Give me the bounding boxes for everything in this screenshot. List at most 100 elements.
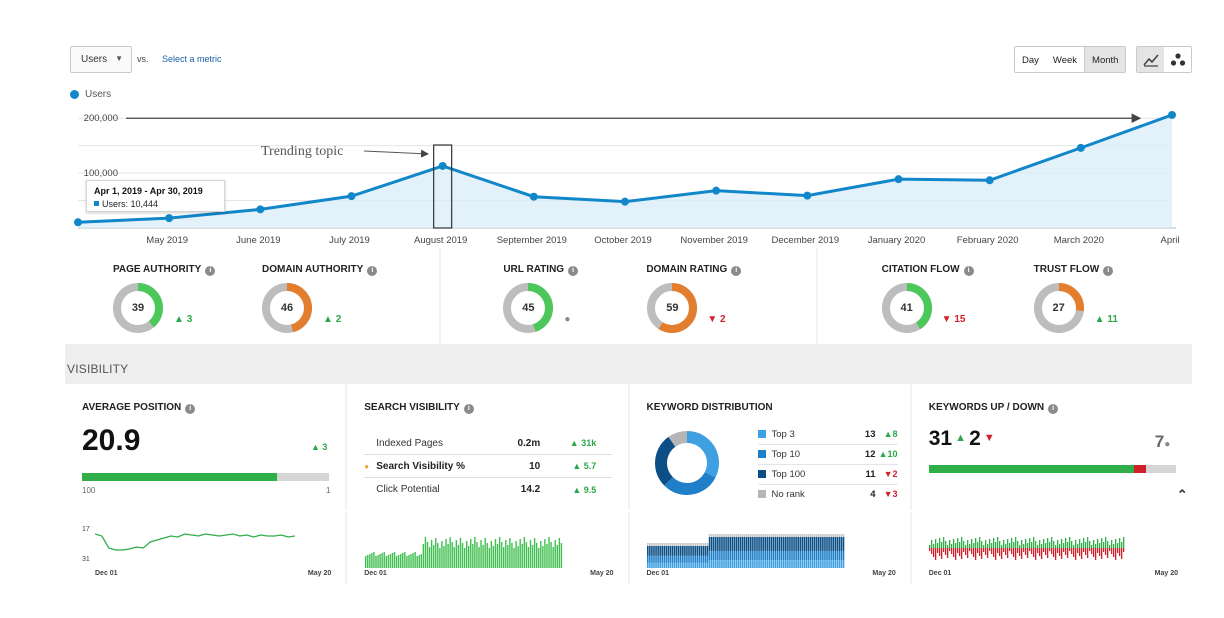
- line-chart-button[interactable]: [1137, 47, 1164, 72]
- sparkline-bar: [1038, 540, 1041, 548]
- data-point[interactable]: [347, 192, 356, 201]
- metric-panel-majestic: CITATION FLOW i 41 ▼ 15 TRUST FLOW i 27 ▲ …: [817, 248, 1192, 344]
- select-metric-link[interactable]: Select a metric: [162, 54, 222, 64]
- swatch-icon: [757, 470, 766, 478]
- sparkline-bar: [1088, 541, 1091, 548]
- sparkline-bar: [460, 538, 462, 568]
- sparkline-bar: [1038, 548, 1041, 556]
- sparkline-bar: [466, 541, 468, 568]
- sparkline-bar: [778, 550, 780, 561]
- sparkline-bar: [726, 560, 729, 568]
- sparkline-bar: [790, 537, 793, 551]
- info-icon[interactable]: i: [367, 266, 378, 276]
- sparkline-bar: [1120, 542, 1123, 548]
- sparkline-bar: [774, 534, 776, 537]
- period-week-button[interactable]: Week: [1045, 47, 1085, 72]
- sparkline-bar: [554, 540, 557, 568]
- sparkline-bar: [792, 550, 795, 561]
- chevron-up-icon[interactable]: ⌃: [1176, 487, 1188, 502]
- arrow-up-icon: ▲: [952, 432, 970, 444]
- sparkline-bar: [1052, 548, 1055, 557]
- sparkline-bar: [646, 562, 649, 568]
- data-point[interactable]: [985, 176, 994, 185]
- sparkline-bar: [819, 560, 822, 568]
- info-icon[interactable]: i: [205, 266, 216, 276]
- sparkline-bar: [803, 550, 805, 561]
- data-point[interactable]: [894, 175, 903, 184]
- metric-title-domain-rating: DOMAIN RATING i: [646, 264, 742, 276]
- sparkline-bar: [827, 550, 830, 561]
- sparkline-bar: [1056, 540, 1059, 548]
- sparkline-bar: [408, 555, 410, 568]
- period-day-button[interactable]: Day: [1015, 47, 1046, 72]
- info-icon[interactable]: i: [731, 266, 742, 276]
- sparkline-bar: [1062, 543, 1065, 548]
- sparkline-bar: [1058, 544, 1061, 548]
- sparkline-bar: [798, 550, 801, 561]
- legend-dot-icon: [70, 90, 79, 99]
- sparkline-bar: [936, 548, 939, 553]
- chart-legend: Users: [70, 89, 111, 100]
- sparkline-bar: [1116, 543, 1119, 548]
- neutral-dot-icon: ●: [564, 314, 571, 325]
- sparkline-bar: [1078, 548, 1081, 556]
- data-point[interactable]: [621, 197, 629, 206]
- sparkline-bar: [505, 540, 507, 568]
- sparkline-bar: [986, 544, 989, 548]
- info-icon[interactable]: i: [185, 404, 196, 414]
- swatch-icon: [757, 430, 766, 438]
- sparkline-bar: [745, 534, 747, 537]
- data-point[interactable]: [712, 186, 721, 195]
- list-item: Top 100 11 ▼2: [757, 465, 898, 485]
- visibility-cards-row: AVERAGE POSITION i 20.9 ▲ 3 100 1 SEARCH …: [65, 384, 1192, 510]
- info-icon[interactable]: i: [1048, 404, 1059, 414]
- sparkline-bar: [737, 537, 739, 551]
- sparkline-bar: [786, 550, 789, 561]
- sparkline-bar: [515, 541, 518, 568]
- tooltip-range: Apr 1, 2019 - Apr 30, 2019: [94, 186, 203, 196]
- sparkline-bar: [675, 543, 677, 546]
- data-point[interactable]: [803, 191, 812, 200]
- sparkline-bar: [809, 550, 811, 561]
- info-icon[interactable]: i: [463, 404, 474, 414]
- sparkline-bar: [536, 543, 538, 568]
- sparkline-bar: [827, 537, 830, 551]
- metric-title-domain-authority: DOMAIN AUTHORITY i: [262, 264, 378, 276]
- data-point[interactable]: [438, 161, 447, 170]
- sparkline-path: [95, 533, 295, 551]
- period-month-button[interactable]: Month: [1084, 47, 1126, 72]
- data-point[interactable]: [165, 214, 174, 223]
- sparkline-bar: [1042, 548, 1045, 552]
- data-point[interactable]: [74, 218, 82, 227]
- sparkline-bar: [1096, 539, 1099, 548]
- vs-label: vs.: [137, 54, 149, 64]
- scatter-chart-button[interactable]: [1164, 47, 1191, 72]
- info-icon[interactable]: i: [1103, 266, 1114, 276]
- sparkline-bar: [710, 534, 712, 537]
- sparkline-bar: [412, 553, 415, 568]
- sparkline-bar: [712, 537, 715, 551]
- sparkline-bar: [687, 546, 690, 556]
- spark-end-date: May 20: [590, 570, 614, 577]
- sparkline-bar: [722, 550, 725, 561]
- spark-end-date: May 20: [1154, 570, 1178, 577]
- sparkline-bar: [677, 562, 679, 568]
- metric-dropdown[interactable]: Users ▼: [70, 46, 132, 73]
- data-point[interactable]: [1168, 110, 1176, 119]
- sparkline-bar: [780, 560, 782, 568]
- sparkline-bar: [811, 534, 813, 537]
- sparkline-bar: [685, 546, 688, 556]
- sparkline-bar: [755, 550, 758, 561]
- sparkline-bar: [654, 543, 657, 546]
- sparkline-bar: [757, 550, 760, 561]
- data-point[interactable]: [529, 192, 538, 201]
- info-icon[interactable]: i: [568, 266, 579, 276]
- sparkline-bar: [811, 537, 813, 551]
- data-point[interactable]: [1076, 143, 1085, 152]
- metric-value-domain-authority: 46: [280, 302, 294, 314]
- sparkline-bar: [683, 555, 686, 563]
- period-toggle: Day Week Month: [1014, 46, 1127, 73]
- sparkline-bar: [646, 546, 649, 556]
- info-icon[interactable]: i: [963, 266, 974, 276]
- data-point[interactable]: [256, 205, 265, 214]
